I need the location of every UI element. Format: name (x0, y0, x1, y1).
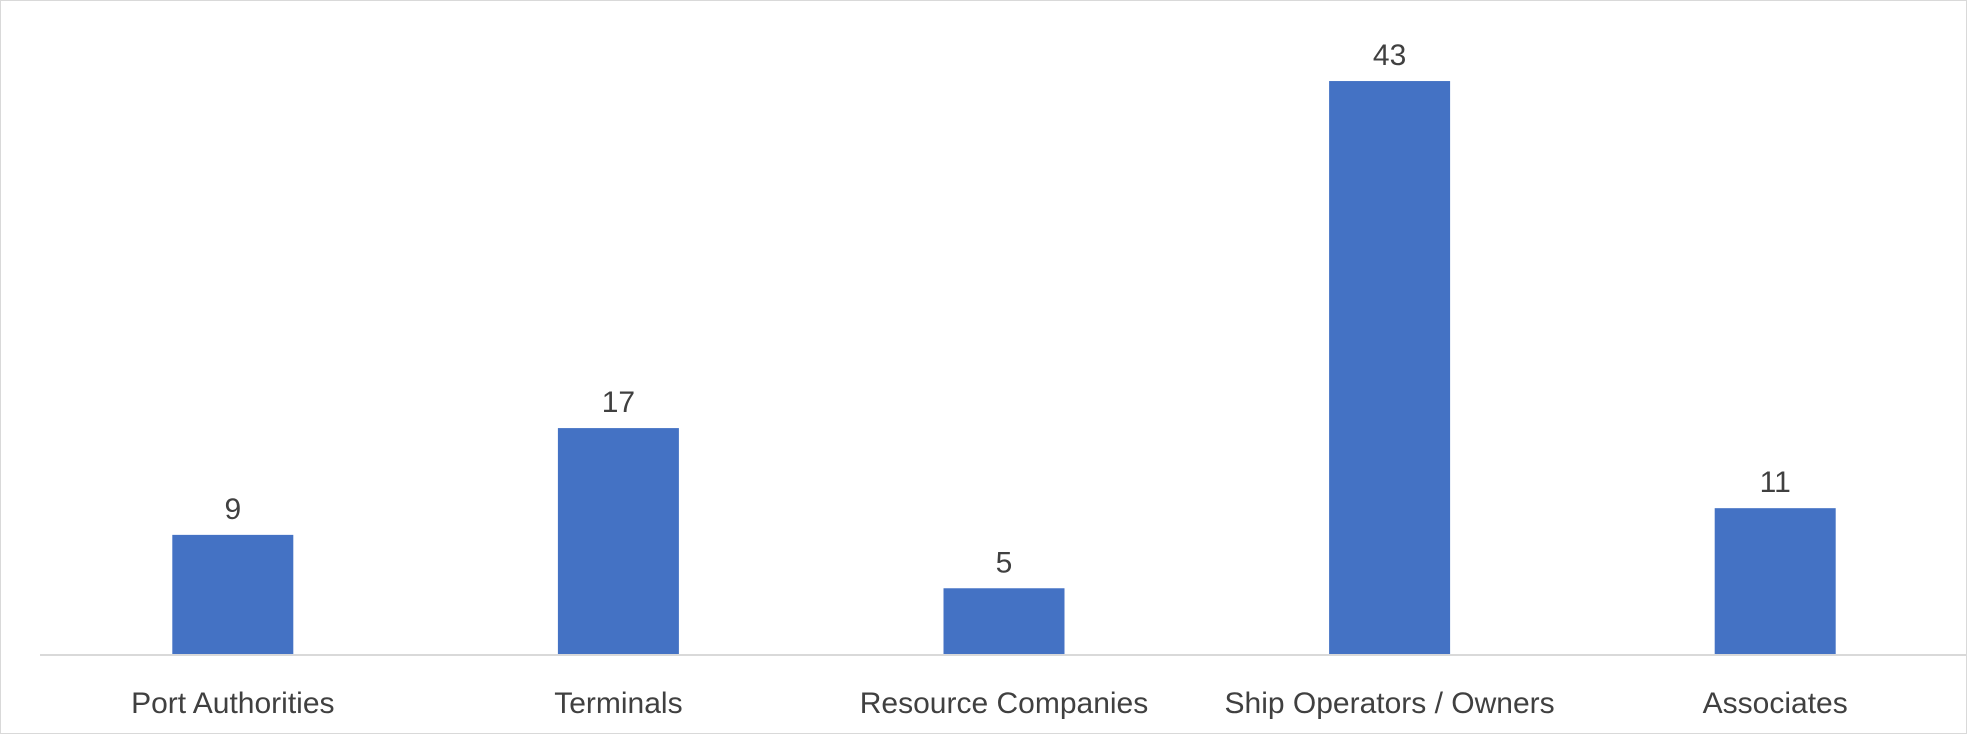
category-label: Terminals (554, 687, 682, 720)
bar-port-authorities (172, 534, 294, 655)
bar-associates (1714, 508, 1836, 655)
bar-terminals (557, 428, 679, 655)
category-label: Port Authorities (131, 687, 334, 720)
category-label: Resource Companies (860, 687, 1148, 720)
bar-resource-companies (943, 588, 1065, 655)
category-label: Ship Operators / Owners (1225, 687, 1555, 720)
bar-ship-operators-owners (1329, 81, 1451, 656)
data-label: 17 (602, 386, 635, 419)
category-labels-layer: Port Authorities Terminals Resource Compan… (131, 687, 1848, 720)
data-label: 11 (1760, 466, 1791, 499)
data-label: 43 (1373, 39, 1406, 72)
data-label: 5 (996, 546, 1013, 579)
category-label: Associates (1703, 687, 1848, 720)
bars-layer (172, 81, 1836, 656)
data-labels-layer: 9 17 5 43 11 (224, 39, 1790, 579)
data-label: 9 (224, 493, 241, 526)
